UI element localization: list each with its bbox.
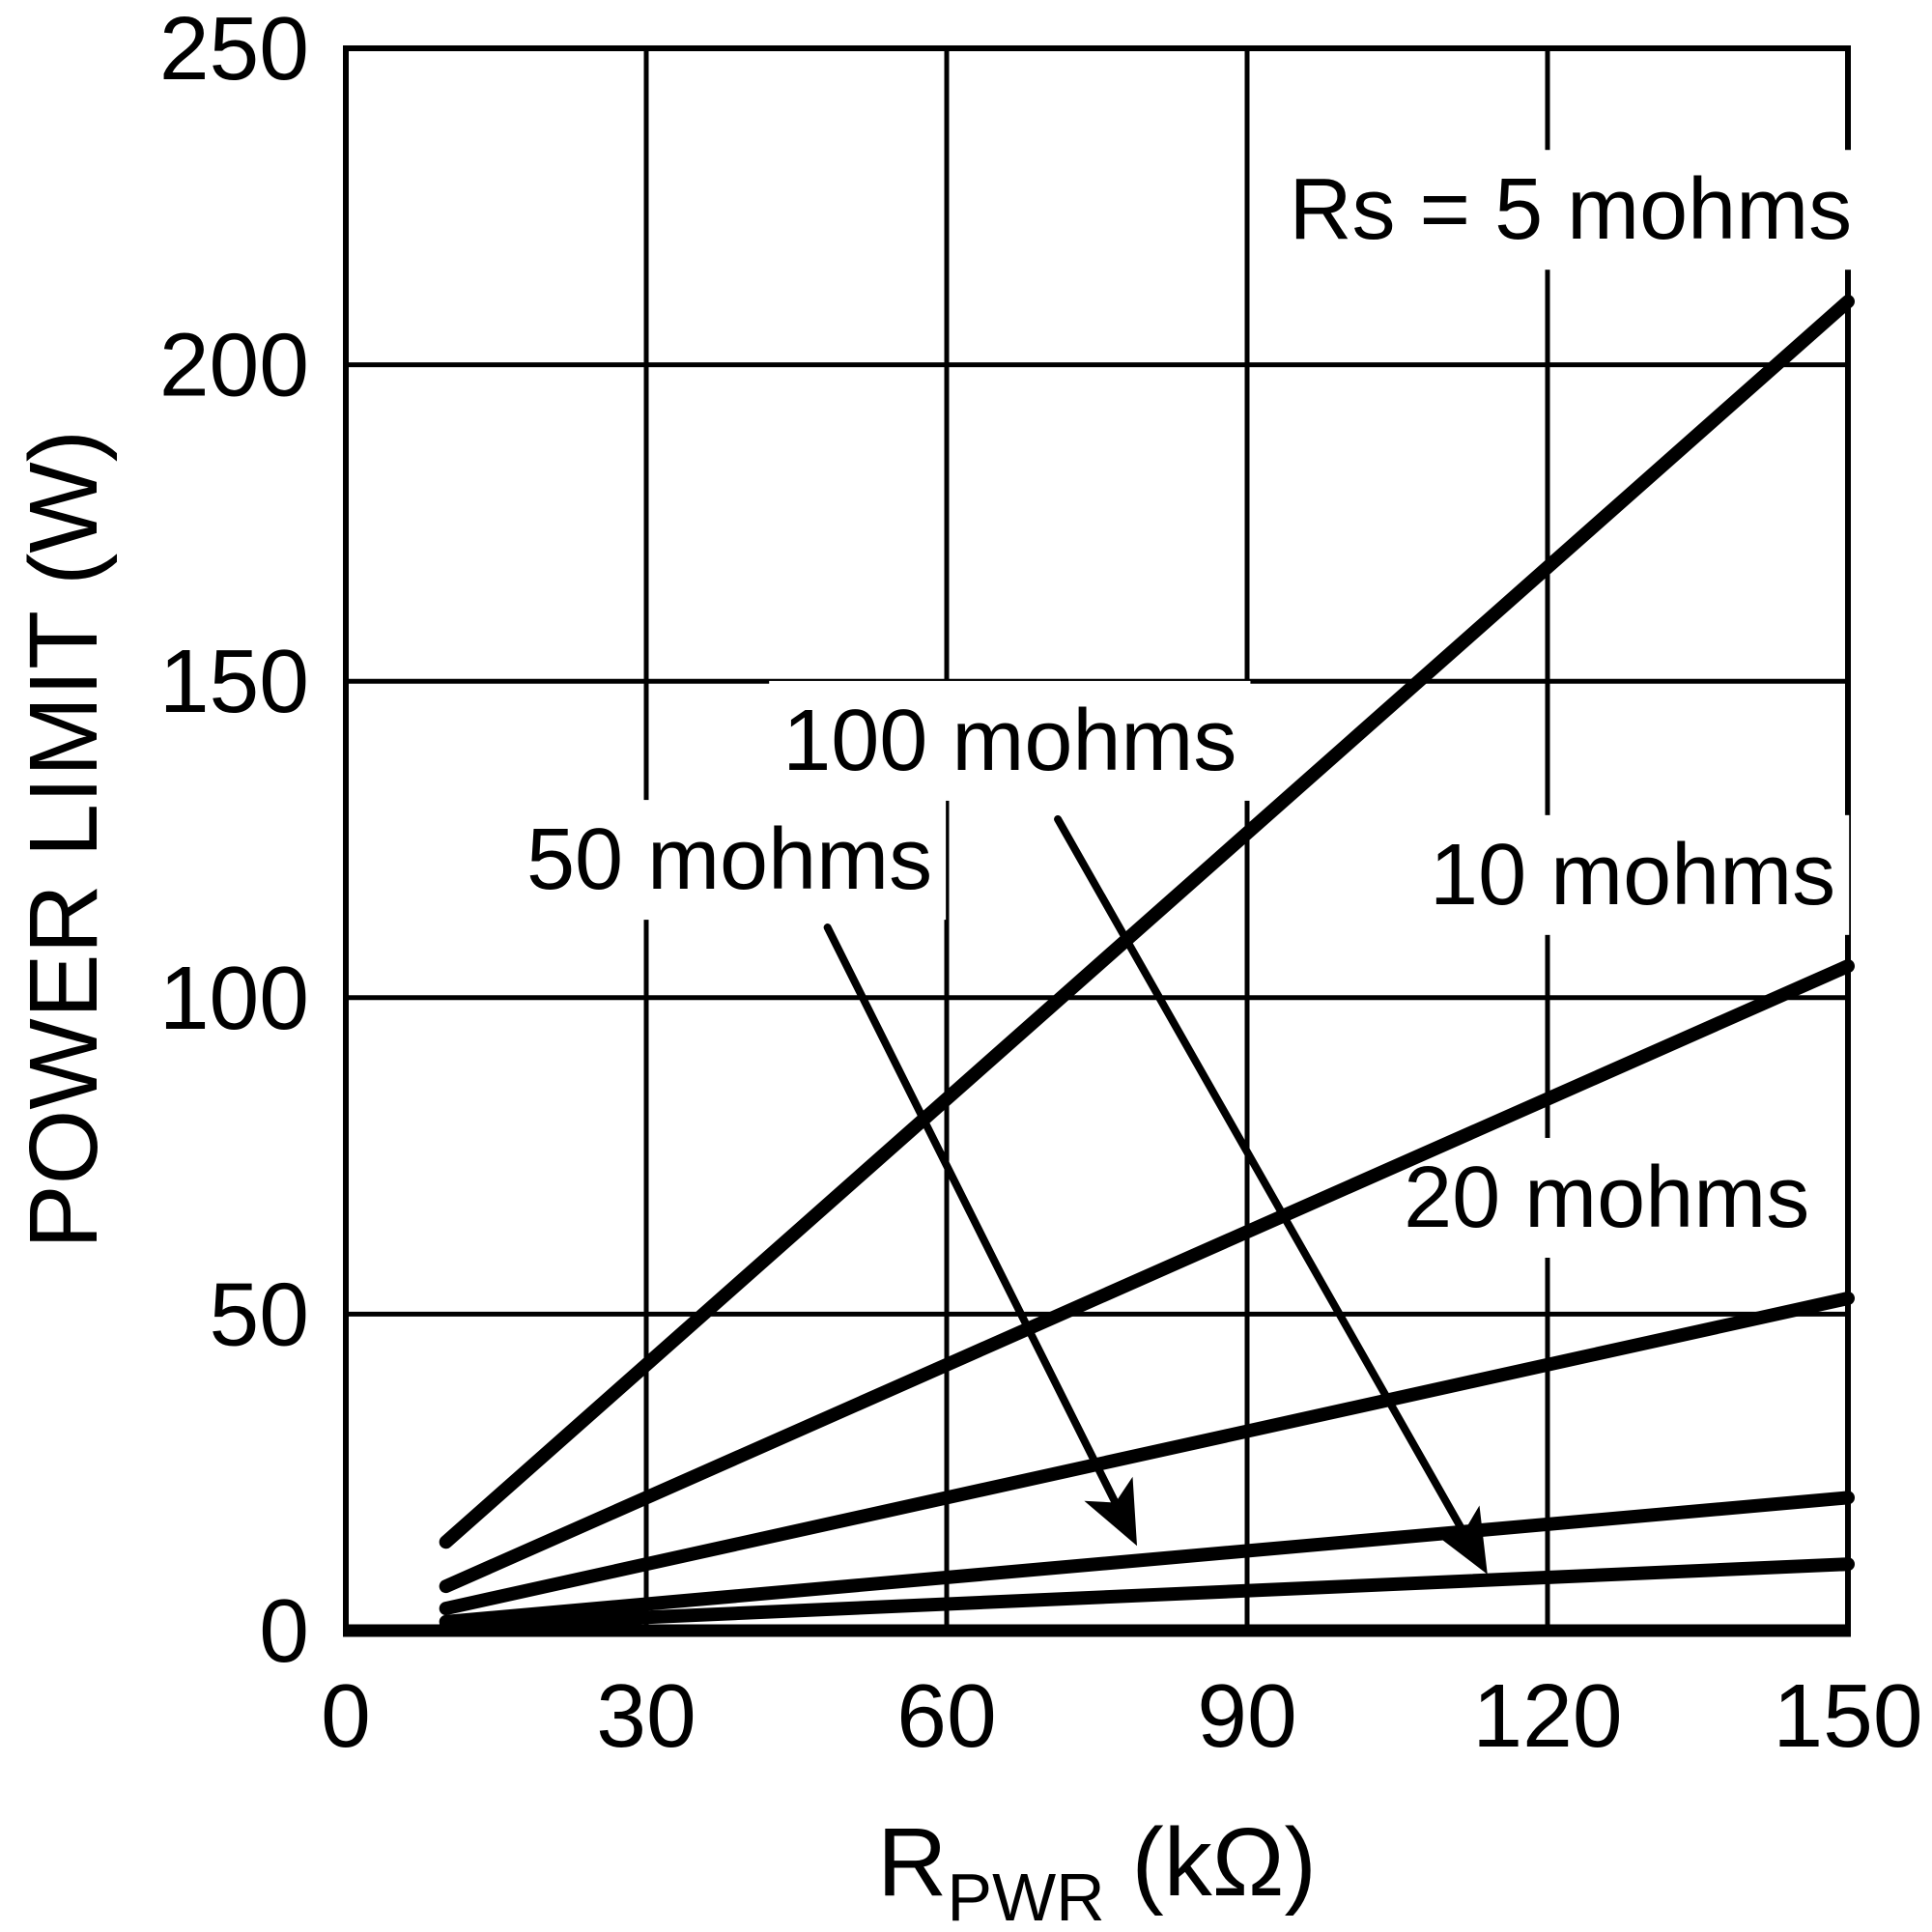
label-mask	[512, 800, 947, 921]
series-line-rs-10	[439, 959, 1855, 1594]
series-line-rs-100	[439, 1557, 1855, 1634]
x-tick-label: 120	[1472, 1665, 1622, 1766]
callout-arrow-rs-50	[823, 923, 1137, 1547]
arrow-head	[1084, 1476, 1137, 1547]
callout-arrow-rs-100	[1054, 815, 1488, 1575]
x-tick-label: 90	[1197, 1665, 1296, 1766]
y-tick-label: 50	[210, 1264, 309, 1364]
series-label-text: 20 mohms	[1404, 1150, 1809, 1246]
series-label-text: 10 mohms	[1430, 827, 1835, 923]
series-label-rs-50: 50 mohms	[512, 800, 947, 921]
x-tick-label: 30	[596, 1665, 696, 1766]
y-tick-label: 150	[159, 631, 309, 731]
y-tick-label: 100	[159, 948, 309, 1048]
label-mask	[1416, 814, 1850, 935]
y-tick-label: 250	[159, 0, 309, 99]
series-label-rs-5: Rs = 5 mohms	[1275, 150, 1866, 270]
arrow-shaft	[823, 923, 1123, 1514]
series-line-rs-20	[439, 1292, 1855, 1616]
y-tick-label: 200	[159, 315, 309, 415]
series-label-rs-100: 100 mohms	[769, 680, 1251, 801]
series-label-text: 100 mohms	[782, 693, 1236, 789]
x-tick-label: 60	[896, 1665, 996, 1766]
x-tick-label: 150	[1773, 1665, 1922, 1766]
arrow-shaft	[1054, 815, 1472, 1544]
series-line-rs-5	[439, 295, 1855, 1549]
arrow-head	[1432, 1505, 1488, 1575]
series-label-text: Rs = 5 mohms	[1290, 161, 1853, 258]
y-tick-label: 0	[259, 1580, 309, 1681]
y-axis-title: POWER LIMIT (W)	[10, 430, 118, 1249]
x-axis-title: RPWR (kΩ)	[877, 1808, 1317, 1932]
series-label-rs-20: 20 mohms	[1390, 1137, 1824, 1258]
series-label-text: 50 mohms	[526, 811, 932, 908]
label-mask	[1275, 150, 1866, 270]
label-mask	[1390, 1137, 1824, 1258]
label-mask	[769, 680, 1251, 801]
series-line-rs-50	[439, 1491, 1855, 1629]
series-label-rs-10: 10 mohms	[1416, 814, 1850, 935]
x-tick-label: 0	[321, 1665, 371, 1766]
